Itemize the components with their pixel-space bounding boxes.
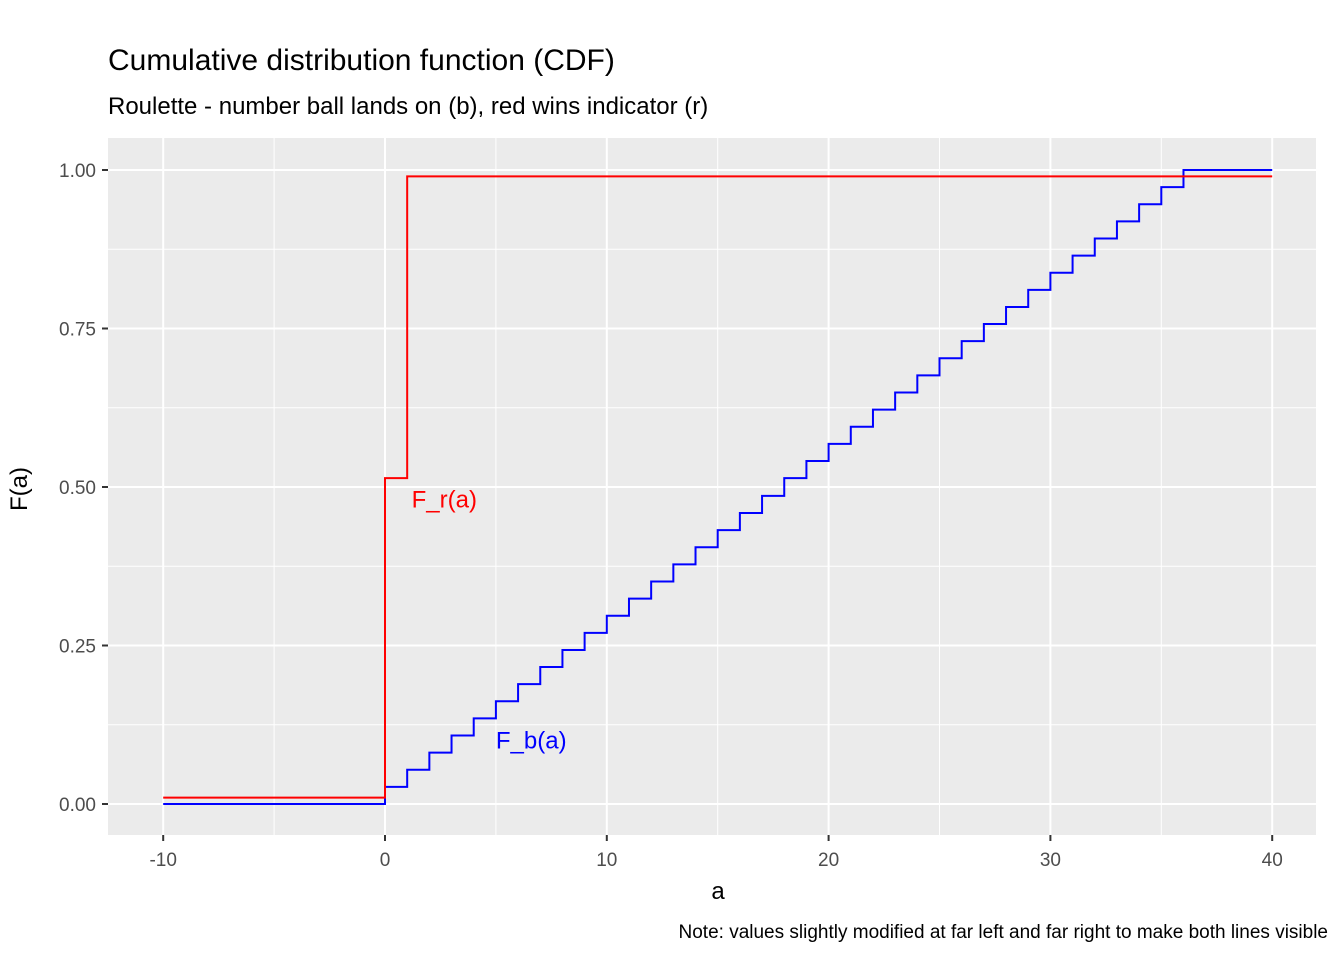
annotations: F_r(a) F_b(a) [412,487,567,755]
x-axis-label: a [711,878,725,905]
chart-subtitle: Roulette - number ball lands on (b), red… [108,93,709,120]
y-tick-label: 0.50 [59,478,96,499]
x-tick-label: 10 [596,850,617,871]
x-tick-label: 40 [1262,850,1283,871]
chart-caption: Note: values slightly modified at far le… [678,922,1329,943]
series-F_r(a) [163,175,1273,799]
x-tick-label: -10 [149,850,176,871]
x-tick-label: 20 [818,850,839,871]
x-tick-label: 0 [380,850,391,871]
series-F_b(a) [163,169,1273,805]
x-tick-label: 30 [1040,850,1061,871]
y-axis-label: F(a) [6,467,33,511]
series-lines [163,169,1273,805]
axes: -10 0 10 20 30 40 0.00 0.25 0.50 0.75 1.00 [59,161,1283,871]
y-tick-label: 1.00 [59,161,96,182]
major-gridlines [108,138,1316,835]
series-annotation: F_b(a) [496,728,567,755]
y-tick-label: 0.25 [59,637,96,658]
y-tick-label: 0.00 [59,795,96,816]
series-annotation: F_r(a) [412,487,477,514]
chart-title: Cumulative distribution function (CDF) [108,44,615,77]
y-tick-label: 0.75 [59,320,96,341]
